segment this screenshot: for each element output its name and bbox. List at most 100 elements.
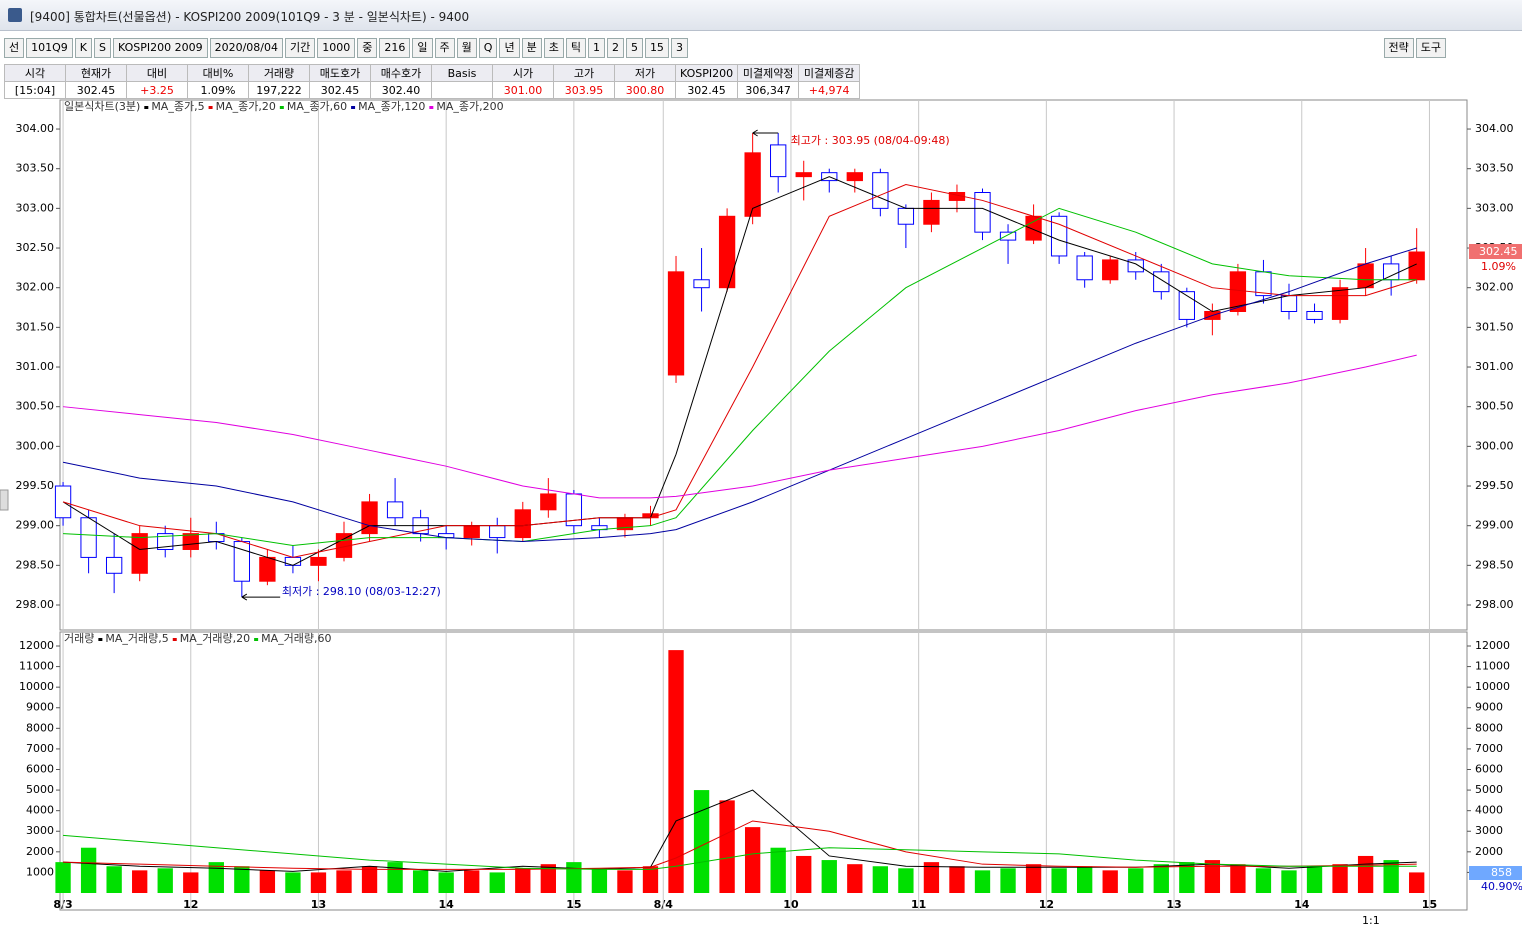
legend-entry: MA_종가,200 bbox=[436, 100, 503, 113]
volume-bar bbox=[847, 864, 863, 893]
candle-body bbox=[718, 215, 736, 289]
y-tick-label: 3000 bbox=[1475, 824, 1503, 837]
toolbar-button[interactable]: 중 bbox=[357, 38, 378, 58]
toolbar-button[interactable]: 216 bbox=[379, 38, 411, 58]
volume-bar bbox=[1230, 864, 1246, 893]
candle-body bbox=[1153, 271, 1170, 293]
toolbar-button[interactable]: K bbox=[74, 38, 92, 58]
y-tick-label: 302.00 bbox=[16, 281, 55, 294]
toolbar-button[interactable]: 전략 bbox=[1383, 38, 1414, 58]
toolbar-button[interactable]: S bbox=[94, 38, 111, 58]
quote-value bbox=[431, 81, 493, 99]
toolbar-button[interactable]: 기간 bbox=[285, 38, 316, 58]
high-annotation: 최고가 : 303.95 (08/04-09:48) bbox=[791, 134, 950, 147]
toolbar-button[interactable]: 2020/08/04 bbox=[209, 38, 284, 58]
volume-bar bbox=[1077, 866, 1093, 893]
toolbar-button[interactable]: 3 bbox=[670, 38, 688, 58]
toolbar-button[interactable]: 주 bbox=[434, 38, 455, 58]
toolbar-button[interactable]: 틱 bbox=[565, 38, 586, 58]
candle-body bbox=[386, 501, 404, 519]
volume-bar bbox=[259, 870, 276, 893]
toolbar-button[interactable]: 2 bbox=[606, 38, 624, 58]
volume-bar bbox=[55, 862, 71, 893]
volume-bar bbox=[80, 847, 97, 893]
y-tick-label: 12000 bbox=[1475, 639, 1510, 652]
volume-bar bbox=[1306, 866, 1323, 893]
ma-line bbox=[62, 184, 1417, 558]
toolbar-button[interactable]: 101Q9 bbox=[26, 38, 73, 58]
toolbar-button[interactable]: 선 bbox=[4, 38, 25, 58]
toolbar-button[interactable]: 년 bbox=[499, 38, 520, 58]
quote-value: 306,347 bbox=[737, 81, 800, 99]
side-handle[interactable] bbox=[0, 489, 9, 511]
quote-header: 고가 bbox=[553, 64, 615, 82]
y-tick-label: 3000 bbox=[26, 824, 54, 837]
toolbar-button[interactable]: 일 bbox=[412, 38, 433, 58]
app-icon bbox=[8, 8, 22, 22]
toolbar: 선 101Q9 K S KOSPI200 2009 2020/08/04 기간 1000 중 21… bbox=[0, 36, 1522, 60]
y-tick-label: 299.00 bbox=[16, 519, 55, 532]
candle-body bbox=[182, 533, 199, 550]
y-tick-label: 11000 bbox=[1475, 660, 1510, 673]
toolbar-button[interactable]: 초 bbox=[543, 38, 564, 58]
legend-entry: MA_거래량,60 bbox=[261, 632, 331, 645]
candle-body bbox=[1357, 263, 1374, 289]
volume-bar bbox=[1255, 868, 1272, 893]
y-tick-label: 5000 bbox=[26, 783, 54, 796]
volume-bar bbox=[361, 866, 378, 893]
volume-bar bbox=[591, 868, 608, 893]
quote-header: Basis bbox=[431, 64, 493, 82]
quote-value: 302.40 bbox=[370, 81, 432, 99]
y-tick-label: 9000 bbox=[1475, 701, 1503, 714]
y-tick-label: 299.50 bbox=[16, 479, 55, 492]
toolbar-button[interactable]: 도구 bbox=[1415, 38, 1446, 58]
volume-bar bbox=[183, 872, 199, 893]
window-title: [9400] 통합차트(선물옵션) - KOSPI200 2009(101Q9 … bbox=[30, 10, 470, 24]
quote-value: 303.95 bbox=[553, 81, 615, 99]
quote-header: 대비% bbox=[187, 64, 249, 82]
volume-bar bbox=[642, 866, 659, 893]
toolbar-button[interactable]: KOSPI200 2009 bbox=[112, 38, 208, 58]
toolbar-button[interactable]: Q bbox=[478, 38, 498, 58]
y-tick-label: 1000 bbox=[26, 865, 54, 878]
y-tick-label: 6000 bbox=[26, 762, 54, 775]
volume-bar bbox=[719, 800, 735, 893]
candle-body bbox=[105, 556, 123, 574]
candle-body bbox=[259, 556, 276, 582]
volume-bar bbox=[132, 870, 148, 893]
legend-swatch bbox=[254, 638, 259, 641]
toolbar-button[interactable]: 1 bbox=[587, 38, 605, 58]
y-tick-label: 10000 bbox=[19, 680, 54, 693]
candle-body bbox=[1229, 271, 1247, 312]
toolbar-button[interactable]: 5 bbox=[625, 38, 643, 58]
toolbar-button[interactable]: 15 bbox=[644, 38, 669, 58]
y-tick-label: 299.50 bbox=[1475, 479, 1514, 492]
y-tick-label: 303.50 bbox=[1475, 162, 1514, 175]
y-tick-label: 298.50 bbox=[1475, 558, 1514, 571]
quote-value: [15:04] bbox=[4, 81, 66, 99]
legend-swatch bbox=[279, 106, 284, 109]
quote-value: +3.25 bbox=[126, 81, 188, 99]
candle-body bbox=[463, 525, 480, 539]
volume-bar bbox=[1383, 860, 1399, 893]
y-tick-label: 299.00 bbox=[1475, 519, 1514, 532]
toolbar-button[interactable]: 월 bbox=[456, 38, 477, 58]
quote-header: 시가 bbox=[492, 64, 554, 82]
candle-body bbox=[693, 279, 710, 289]
quote-value: 1.09% bbox=[187, 81, 249, 99]
y-tick-label: 300.00 bbox=[1475, 439, 1514, 452]
toolbar-button[interactable]: 1000 bbox=[317, 38, 356, 58]
volume-bar bbox=[438, 872, 454, 893]
zoom-label: 1:1 bbox=[1362, 914, 1380, 927]
toolbar-button[interactable]: 분 bbox=[521, 38, 542, 58]
volume-bar bbox=[106, 866, 122, 893]
volume-bar bbox=[898, 868, 914, 893]
y-tick-label: 304.00 bbox=[1475, 122, 1514, 135]
high-marker bbox=[752, 129, 779, 137]
volume-bar bbox=[1102, 870, 1118, 893]
volume-bar bbox=[566, 862, 582, 893]
volume-bar bbox=[387, 862, 403, 893]
legend-entry: MA_종가,120 bbox=[358, 100, 425, 113]
quote-header: 미결제약정 bbox=[737, 64, 800, 82]
